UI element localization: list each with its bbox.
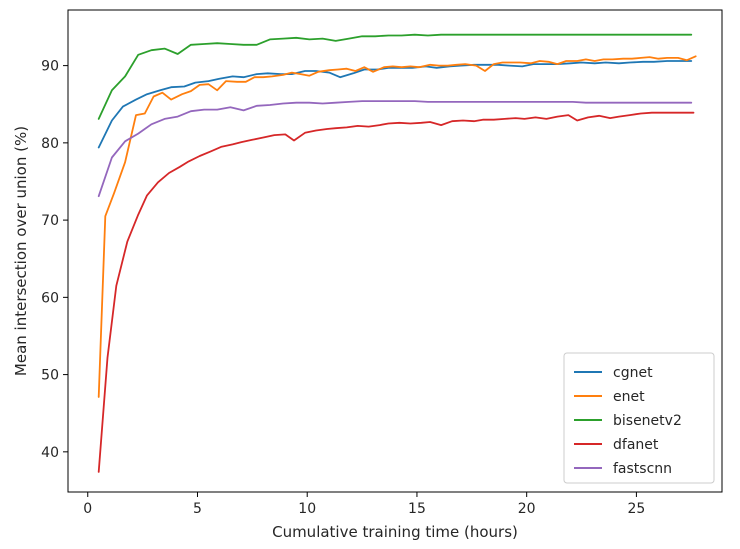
series-line-dfanet (97, 111, 695, 473)
axes-layer: 0 5 10 15 20 25 40 50 60 70 80 90 (41, 9, 723, 517)
series-line-fastscnn (97, 100, 693, 198)
x-tick-label: 5 (193, 501, 202, 517)
series-line-enet (97, 55, 697, 398)
y-axis-label: Mean intersection over union (%) (12, 126, 30, 376)
y-tick-label: 40 (41, 445, 59, 461)
y-tick-label: 50 (41, 368, 59, 384)
x-axis-label: Cumulative training time (hours) (272, 523, 518, 541)
legend-label-enet: enet (613, 389, 645, 405)
legend-label-bisenetv2: bisenetv2 (613, 413, 682, 429)
y-tick-label: 60 (41, 290, 59, 306)
legend-label-cgnet: cgnet (613, 365, 653, 381)
legend: cgnet enet bisenetv2 dfanet fastscnn (563, 352, 715, 484)
series-line-bisenetv2 (97, 33, 693, 120)
legend-label-fastscnn: fastscnn (613, 461, 672, 477)
x-tick-label: 10 (298, 501, 316, 517)
x-tick-label: 15 (408, 501, 426, 517)
x-tick-label: 0 (83, 501, 92, 517)
y-tick-label: 80 (41, 136, 59, 152)
y-tick-label: 90 (41, 59, 59, 75)
legend-box (563, 352, 715, 484)
x-tick-label: 20 (518, 501, 536, 517)
y-tick-label: 70 (41, 213, 59, 229)
legend-label-dfanet: dfanet (613, 437, 659, 453)
plot-frame (67, 9, 723, 493)
x-tick-label: 25 (627, 501, 645, 517)
series-layer (97, 33, 697, 473)
series-line-cgnet (97, 60, 693, 149)
